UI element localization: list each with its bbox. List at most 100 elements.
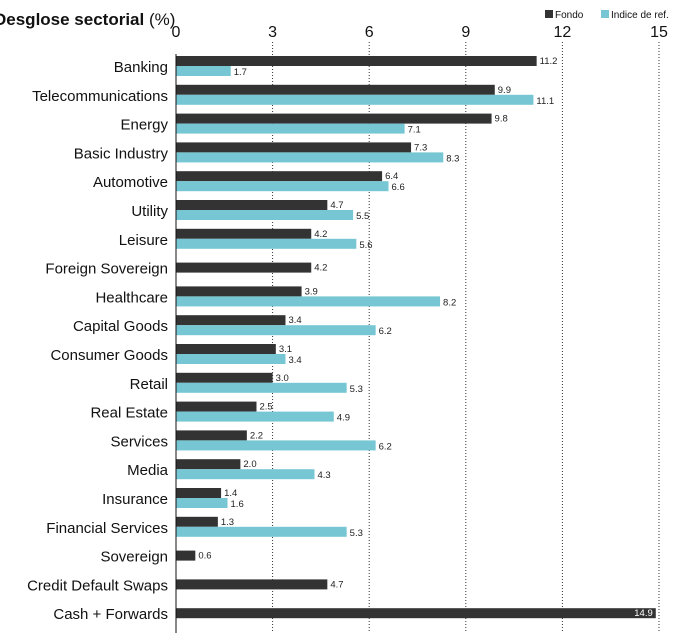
bar-indice: [176, 498, 228, 508]
bar-indice: [176, 469, 315, 480]
bar-fondo: [176, 459, 241, 470]
value-label-fondo: 3.0: [276, 373, 289, 384]
bar-fondo: [176, 344, 276, 354]
x-axis-tick-labels: 0 3 6 9 12 15: [172, 24, 668, 41]
bar-fondo: [176, 372, 273, 383]
value-label-fondo: 3.1: [279, 344, 292, 355]
x-tick-label: 9: [461, 24, 470, 41]
category-labels: Banking Telecommunications Energy Basic Ind…: [27, 59, 169, 623]
bar-fondo: [176, 430, 247, 441]
x-tick-label: 0: [172, 24, 181, 41]
bar-fondo: [176, 113, 492, 124]
value-label-indice: 4.3: [317, 470, 330, 481]
bar-indice: [176, 66, 231, 76]
category-label: Credit Default Swaps: [27, 577, 168, 594]
category-label: Energy: [120, 117, 168, 134]
category-label: Telecommunications: [32, 88, 168, 105]
value-label-fondo: 3.4: [288, 315, 301, 326]
bar-indice: [176, 238, 357, 249]
bar-fondo: [176, 579, 328, 590]
chart-title-main: Desglose sectorial: [0, 10, 144, 29]
category-label: Cash + Forwards: [53, 606, 168, 623]
value-label-fondo: 4.2: [314, 229, 327, 240]
value-label-fondo: 4.7: [330, 579, 343, 590]
bar-fondo: [176, 171, 383, 182]
bar-indice: [176, 181, 389, 192]
value-label-fondo: 3.9: [305, 286, 318, 297]
category-label: Consumer Goods: [50, 347, 168, 364]
legend-label-indice: Indice de ref.: [611, 10, 669, 21]
bar-indice: [176, 325, 376, 336]
value-label-indice: 3.4: [288, 355, 301, 366]
chart-title: Desglose sectorial (%): [0, 10, 175, 29]
value-label-fondo: 1.3: [221, 517, 234, 528]
legend-swatch-fondo: [545, 10, 553, 18]
value-label-fondo: 2.0: [243, 459, 256, 470]
value-label-indice: 5.5: [356, 211, 369, 222]
bar-indice: [176, 382, 347, 393]
bar-indice: [176, 123, 405, 134]
value-label-fondo: 0.6: [198, 551, 211, 562]
category-label: Financial Services: [46, 520, 168, 537]
x-tick-label: 3: [268, 24, 277, 41]
value-label-indice: 6.2: [379, 441, 392, 452]
value-label-indice: 5.3: [350, 528, 363, 539]
category-label: Banking: [114, 59, 168, 76]
bar-indice: [176, 440, 376, 451]
value-label-fondo: 9.8: [495, 114, 508, 125]
bar-fondo: [176, 315, 286, 326]
bar-fondo: [176, 84, 495, 95]
bar-indice: [176, 526, 347, 537]
value-label-fondo: 9.9: [498, 85, 511, 96]
category-label: Real Estate: [90, 405, 168, 422]
value-label-fondo: 4.7: [330, 200, 343, 211]
legend-label-fondo: Fondo: [555, 10, 584, 21]
category-label: Sovereign: [100, 549, 168, 566]
legend-swatch-indice: [601, 10, 609, 18]
bar-fondo: [176, 262, 312, 273]
bar-fondo: [176, 200, 328, 210]
value-label-indice: 1.7: [234, 67, 247, 78]
bar-fondo: [176, 516, 218, 527]
bar-indice: [176, 210, 354, 220]
category-label: Media: [127, 462, 169, 479]
bar-fondo: [176, 228, 312, 239]
value-label-indice: 5.6: [359, 240, 372, 251]
value-label-fondo: 6.4: [385, 171, 398, 182]
value-label-indice: 5.3: [350, 384, 363, 395]
value-label-indice: 7.1: [408, 125, 421, 136]
category-label: Leisure: [119, 232, 168, 249]
category-label: Utility: [131, 203, 168, 220]
category-label: Foreign Sovereign: [45, 261, 168, 278]
value-label-indice: 8.2: [443, 297, 456, 308]
bar-fondo: [176, 401, 257, 412]
bar-indice: [176, 411, 334, 422]
x-tick-label: 12: [554, 24, 572, 41]
value-label-fondo: 14.9: [634, 608, 653, 619]
bar-fondo: [176, 608, 656, 619]
bar-fondo: [176, 142, 412, 153]
category-label: Healthcare: [95, 289, 168, 306]
value-label-fondo: 1.4: [224, 488, 237, 499]
value-label-indice: 11.1: [536, 96, 554, 107]
value-label-indice: 6.6: [392, 182, 405, 193]
value-label-indice: 8.3: [446, 153, 459, 164]
value-label-indice: 4.9: [337, 413, 350, 424]
category-label: Insurance: [102, 491, 168, 508]
bar-indice: [176, 296, 441, 307]
value-label-indice: 1.6: [231, 499, 244, 510]
category-label: Capital Goods: [73, 318, 168, 335]
x-tick-label: 6: [365, 24, 374, 41]
bars: 11.2 1.7 9.9 11.1 9.8 7.1 7.3 8.3 6.46.6 4.7 5.5 4.…: [176, 56, 656, 619]
category-label: Basic Industry: [74, 145, 169, 162]
category-label: Retail: [130, 376, 168, 393]
category-label: Automotive: [93, 174, 168, 191]
value-label-fondo: 4.2: [314, 263, 327, 274]
value-label-fondo: 7.3: [414, 142, 427, 153]
value-label-indice: 6.2: [379, 326, 392, 337]
value-label-fondo: 2.2: [250, 430, 263, 441]
bar-fondo: [176, 56, 537, 66]
value-label-fondo: 2.5: [260, 402, 273, 413]
bar-indice: [176, 354, 286, 364]
